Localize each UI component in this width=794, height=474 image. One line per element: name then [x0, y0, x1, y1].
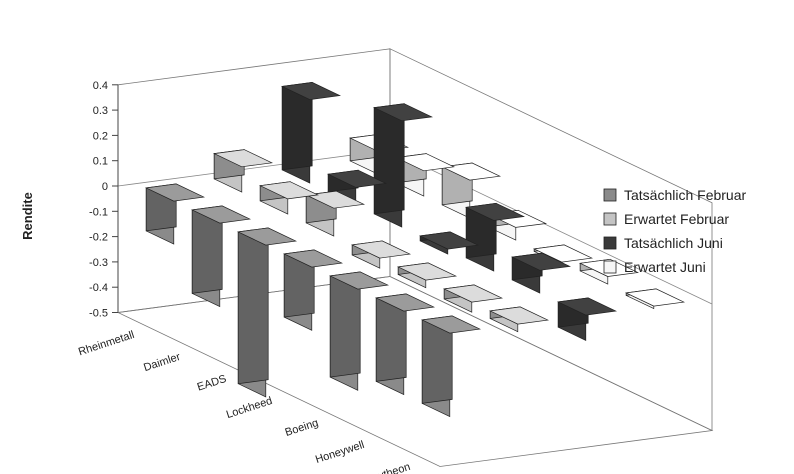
bar-top [532, 244, 594, 263]
legend-swatch [603, 188, 617, 202]
bar-side [237, 227, 269, 385]
bar-top [280, 82, 342, 100]
bar-top [372, 103, 434, 122]
x-tick-label: Rheinmetall [77, 329, 136, 358]
bar-top [420, 315, 482, 334]
bar-top [212, 149, 274, 168]
bar-top [510, 252, 572, 271]
bar [442, 284, 504, 313]
bar [328, 271, 390, 391]
y-tick-label: 0.4 [93, 80, 108, 92]
bar [236, 227, 298, 398]
bar [144, 183, 206, 245]
y-tick-label: -0.2 [89, 232, 108, 244]
bar [258, 181, 320, 215]
bar-top [190, 205, 252, 224]
legend-label: Erwartet Februar [624, 211, 729, 227]
legend-label: Erwartet Juni [624, 259, 706, 275]
bar-top [440, 162, 502, 181]
bar [464, 202, 526, 272]
y-tick-label: 0.1 [93, 156, 108, 168]
y-tick-label: -0.3 [89, 257, 108, 269]
y-axis-title: Rendite [20, 192, 35, 240]
bar [372, 103, 434, 228]
bar-top [304, 190, 366, 209]
bar [350, 240, 412, 269]
bar [556, 297, 618, 341]
x-tick-label: Boeing [284, 417, 320, 439]
legend-swatch [603, 236, 617, 250]
x-tick-label: Lockheed [225, 395, 274, 421]
bar-top [236, 227, 298, 246]
x-tick-label: Daimler [142, 351, 182, 374]
bar [374, 293, 436, 396]
legend-label: Tatsächlich Februar [624, 187, 747, 203]
legend-swatch [603, 212, 617, 226]
bar-top [556, 297, 618, 316]
bar [420, 315, 482, 418]
bar [418, 231, 480, 255]
y-axis: 0.4 0.3 0.2 0.1 0 -0.1 -0.2 -0.3 -0.4 -0.5 [89, 80, 118, 320]
bar [510, 252, 572, 294]
bar-top [488, 306, 550, 325]
y-tick-label: -0.1 [89, 206, 108, 218]
bar [624, 288, 686, 310]
bar-top [328, 271, 390, 290]
bar [440, 162, 502, 219]
x-tick-label: Raytheon [363, 461, 411, 474]
bar-top [442, 284, 504, 303]
bar [488, 306, 550, 333]
bar [190, 205, 252, 308]
y-tick-label: 0.2 [93, 130, 108, 142]
bar [396, 262, 458, 289]
y-tick-label: 0.3 [93, 105, 108, 117]
bar [212, 149, 274, 193]
bar-top [464, 202, 526, 221]
bar-top [396, 262, 458, 281]
legend-swatch [603, 260, 617, 274]
y-tick-label: 0 [102, 181, 108, 193]
bar-top [394, 153, 456, 172]
bar [282, 249, 344, 331]
bar-top [258, 181, 320, 200]
bar [280, 82, 342, 184]
y-tick-label: -0.4 [89, 282, 108, 294]
bar-top [326, 169, 388, 188]
bar-top [624, 288, 686, 307]
bar-top [418, 231, 480, 250]
bars [144, 82, 686, 418]
bar [304, 190, 366, 237]
bar-top [374, 293, 436, 312]
bar-top [350, 240, 412, 259]
x-tick-label: EADS [196, 373, 228, 394]
bar-side [373, 103, 405, 215]
legend-label: Tatsächlich Juni [624, 235, 723, 251]
bar-top [282, 249, 344, 268]
y-tick-label: -0.5 [89, 308, 108, 320]
bar-top [144, 183, 206, 202]
legend: Tatsächlich Februar Erwartet Februar Tatsä… [603, 187, 747, 275]
x-tick-label: Honeywell [314, 439, 366, 466]
